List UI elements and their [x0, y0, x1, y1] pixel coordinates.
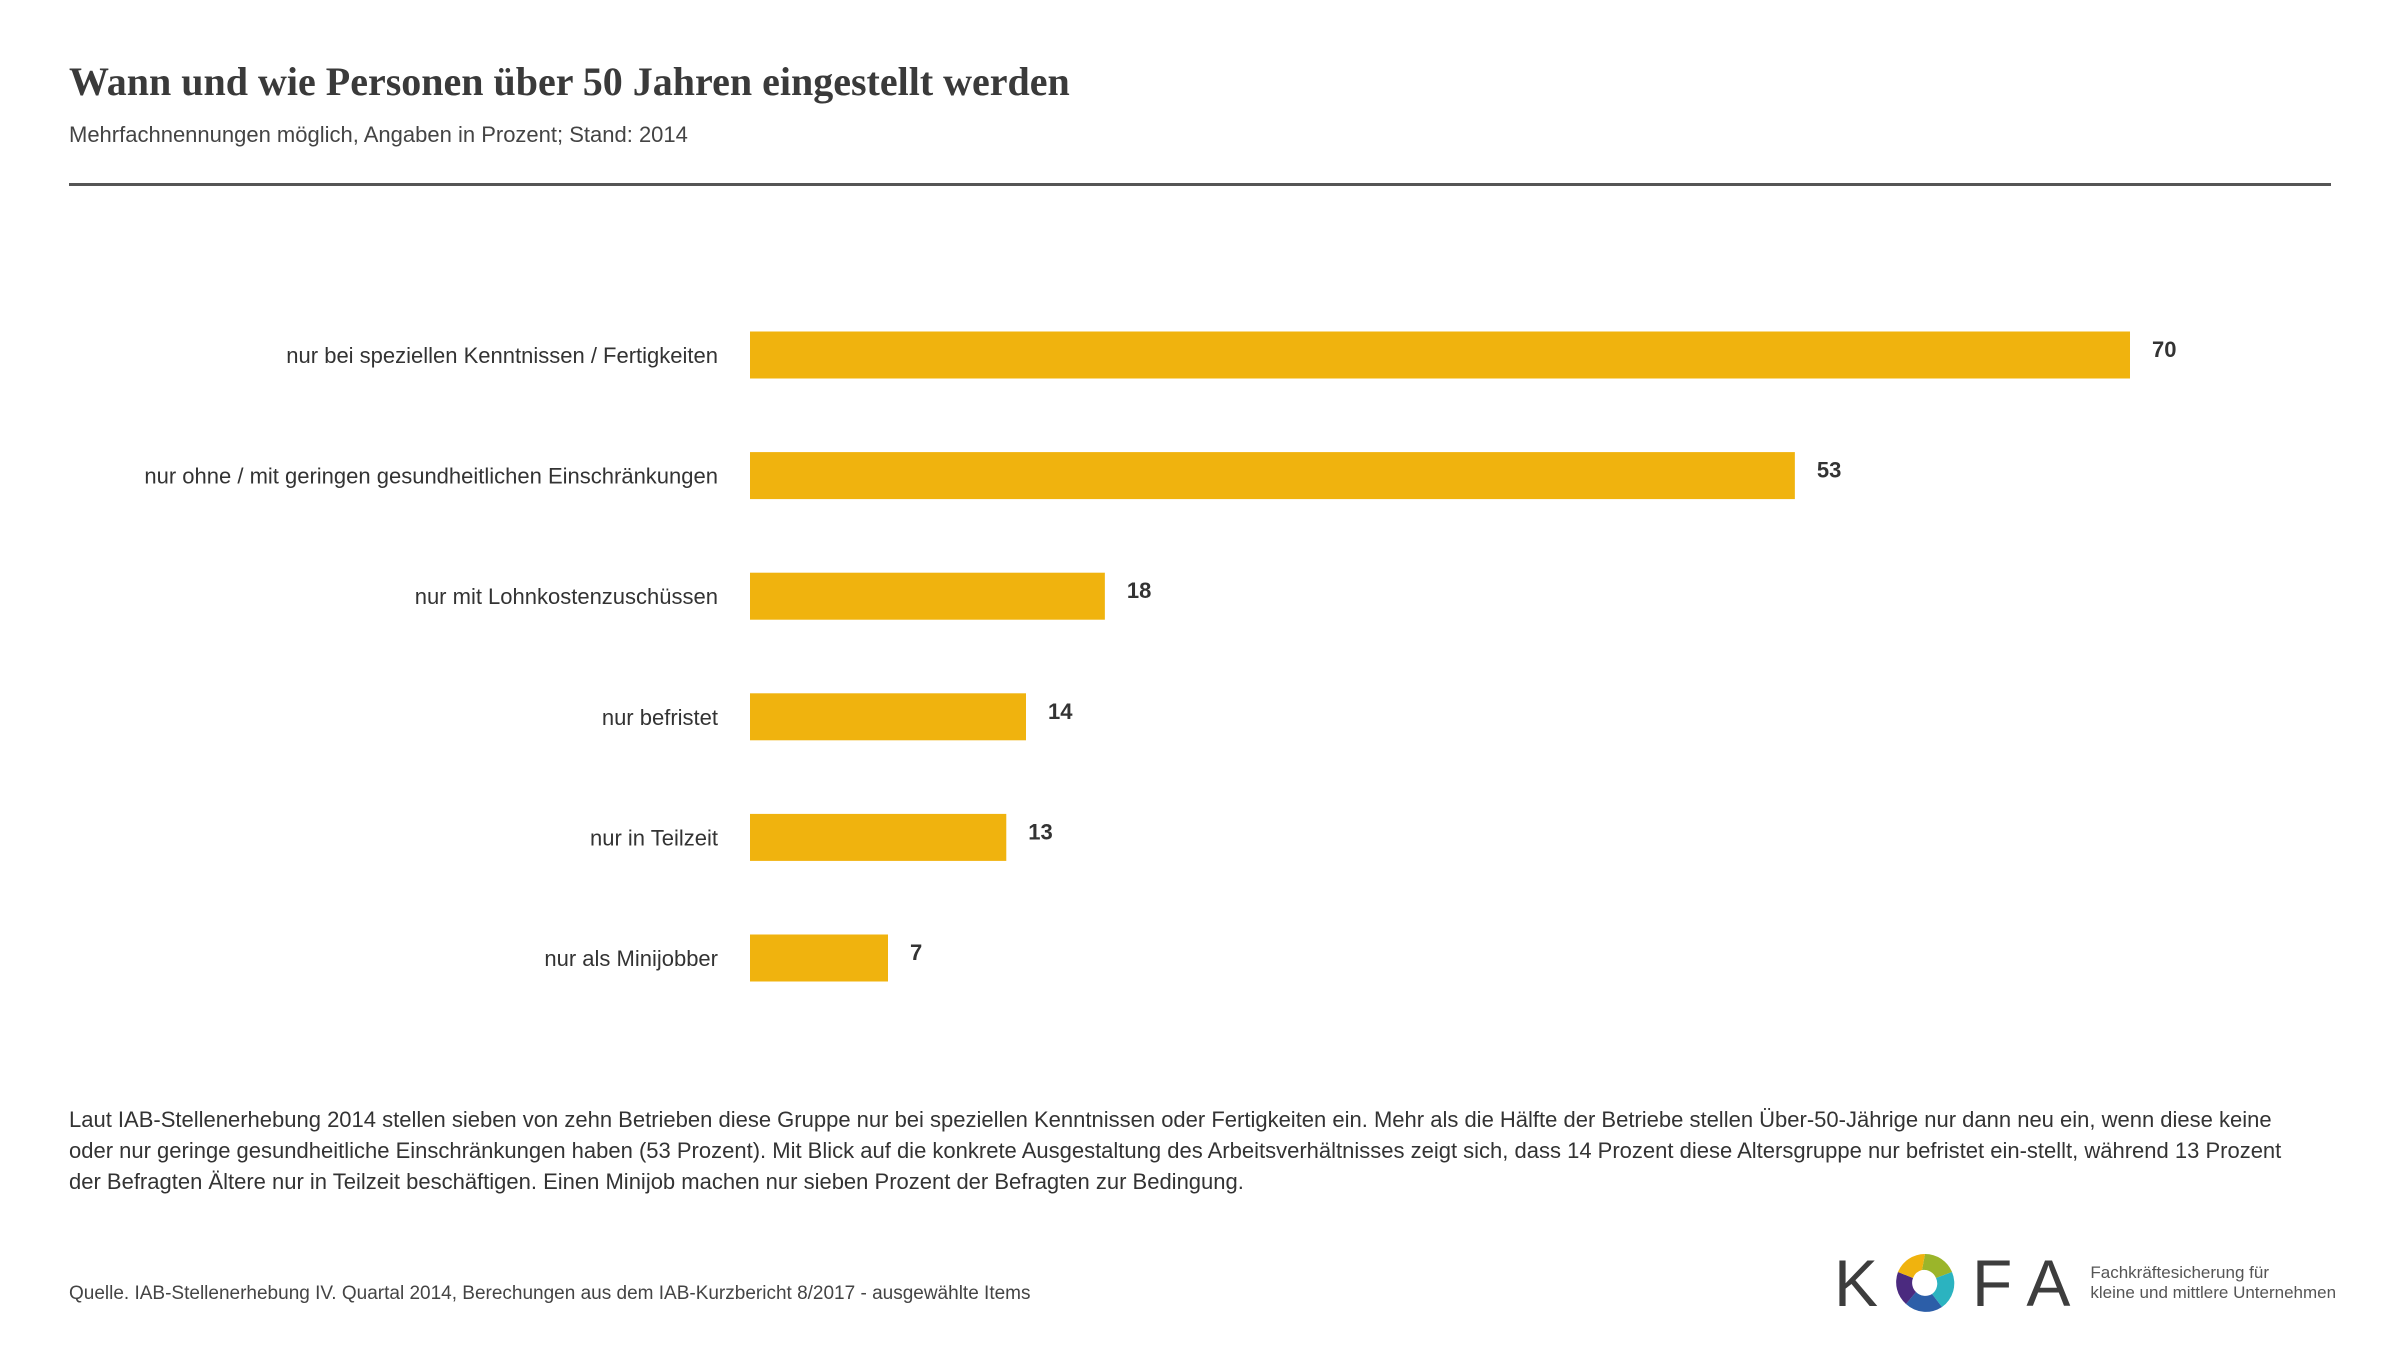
source-note: Quelle. IAB-Stellenerhebung IV. Quartal …	[69, 1283, 1031, 1304]
value-label: 7	[910, 940, 922, 965]
value-label: 18	[1127, 578, 1151, 603]
chart-title: Wann und wie Personen über 50 Jahren ein…	[69, 59, 1070, 104]
value-label: 53	[1817, 458, 1841, 483]
bar	[750, 693, 1026, 741]
category-label: nur als Minijobber	[544, 946, 718, 971]
divider	[69, 183, 2331, 186]
category-label: nur bei speziellen Kenntnissen / Fertigk…	[286, 343, 718, 368]
logo-tagline: Fachkräftesicherung für kleine und mittl…	[2090, 1263, 2336, 1303]
category-label: nur ohne / mit geringen gesundheitlichen…	[144, 464, 718, 489]
category-label: nur mit Lohnkostenzuschüssen	[415, 584, 718, 609]
value-label: 14	[1048, 699, 1073, 724]
logo-swirl-icon	[1896, 1253, 1955, 1312]
chart-subtitle: Mehrfachnennungen möglich, Angaben in Pr…	[69, 122, 688, 147]
category-label: nur befristet	[602, 705, 718, 730]
bar	[750, 572, 1105, 620]
bar	[750, 934, 888, 982]
bar	[750, 452, 1795, 500]
logo-tagline-line-2: kleine und mittlere Unternehmen	[2090, 1283, 2337, 1302]
bar	[750, 331, 2130, 379]
description-text: Laut IAB-Stellenerhebung 2014 stellen si…	[69, 1107, 2282, 1194]
bar	[750, 813, 1007, 861]
category-label: nur in Teilzeit	[590, 825, 718, 850]
logo-tagline-line-1: Fachkräftesicherung für	[2090, 1263, 2269, 1282]
value-label: 70	[2152, 337, 2176, 362]
value-label: 13	[1028, 819, 1052, 844]
